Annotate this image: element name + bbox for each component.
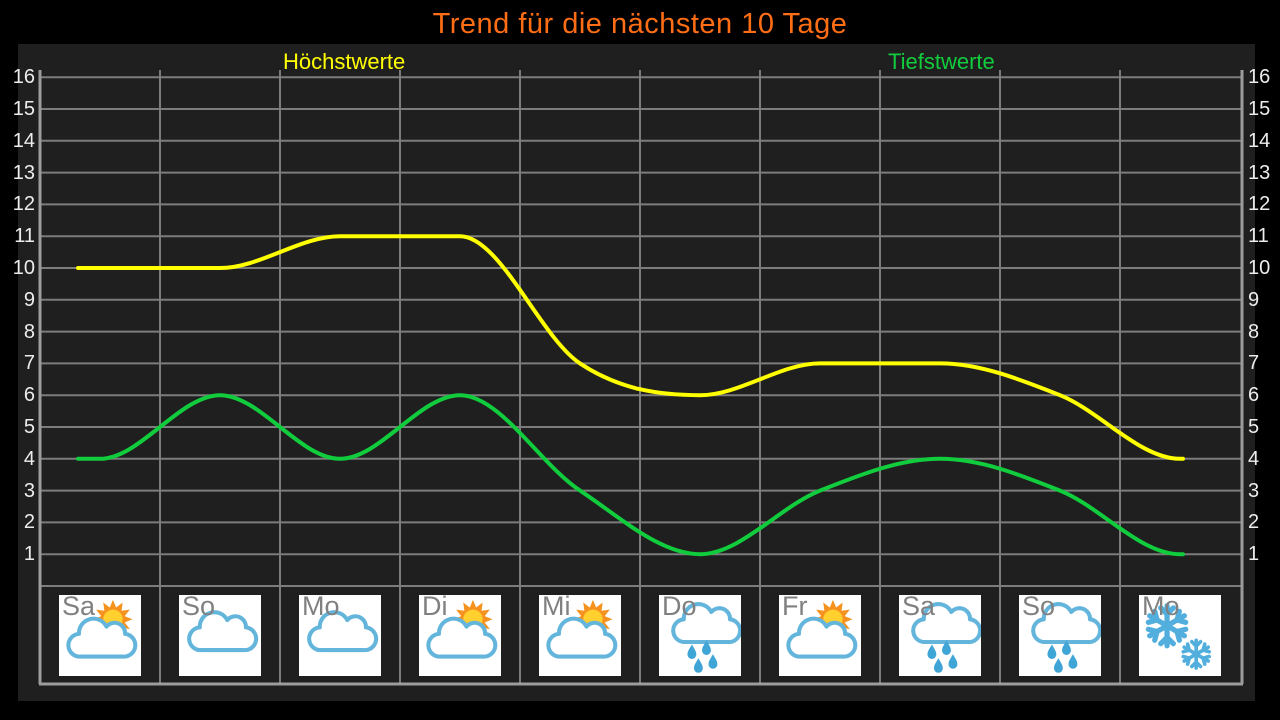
y-tick-left-9: 9 — [23, 288, 35, 311]
y-tick-right-9: 9 — [1248, 288, 1260, 311]
y-tick-left-3: 3 — [23, 479, 35, 502]
y-tick-right-1: 1 — [1248, 543, 1260, 566]
day-label: Mo — [302, 591, 340, 621]
y-tick-left-15: 15 — [12, 98, 35, 120]
day-label: Do — [662, 591, 697, 621]
day-cell-4[interactable]: Mi — [539, 591, 621, 676]
cloud-icon — [299, 595, 381, 676]
snow-icon — [1139, 595, 1221, 676]
rain-icon — [659, 595, 741, 676]
y-tick-left-8: 8 — [23, 320, 35, 343]
y-tick-right-11: 11 — [1248, 225, 1269, 248]
day-label: Di — [422, 591, 448, 621]
y-tick-right-6: 6 — [1248, 384, 1260, 407]
y-tick-left-14: 14 — [12, 129, 35, 152]
day-cell-6[interactable]: Fr — [779, 591, 861, 676]
day-label: Fr — [782, 591, 808, 621]
y-tick-right-7: 7 — [1248, 352, 1260, 375]
hoechstwerte-curve — [76, 234, 1185, 461]
y-tick-left-6: 6 — [23, 384, 35, 407]
day-label: Mi — [542, 591, 571, 621]
y-tick-right-12: 12 — [1248, 193, 1271, 216]
y-tick-left-12: 12 — [12, 193, 35, 216]
y-tick-left-4: 4 — [23, 447, 35, 470]
y-tick-left-1: 1 — [23, 543, 35, 566]
day-label: Mo — [1142, 591, 1180, 621]
y-tick-right-3: 3 — [1248, 479, 1260, 502]
y-tick-right-5: 5 — [1248, 416, 1260, 438]
day-cell-9[interactable]: Mo — [1139, 591, 1221, 676]
y-tick-right-14: 14 — [1248, 129, 1271, 152]
cloud-icon — [179, 595, 261, 676]
chart-panel — [18, 44, 1255, 701]
y-tick-left-5: 5 — [23, 416, 35, 438]
sun-behind-cloud-icon — [779, 595, 861, 676]
sun-behind-cloud-icon — [539, 595, 621, 676]
day-cell-1[interactable]: So — [179, 591, 261, 676]
day-cell-7[interactable]: Sa — [899, 591, 981, 676]
y-tick-right-8: 8 — [1248, 320, 1260, 343]
day-label: So — [1022, 591, 1056, 621]
y-tick-left-16: 16 — [12, 66, 35, 89]
y-tick-right-15: 15 — [1248, 98, 1271, 120]
y-tick-left-10: 10 — [12, 257, 35, 279]
day-cell-3[interactable]: Di — [419, 591, 501, 676]
day-cell-5[interactable]: Do — [659, 591, 741, 676]
rain-icon — [899, 595, 981, 676]
day-label: So — [182, 591, 216, 621]
y-tick-right-4: 4 — [1248, 447, 1260, 470]
y-tick-left-11: 11 — [14, 225, 35, 248]
legend-high-label: Höchstwerte — [283, 49, 406, 74]
page-title: Trend für die nächsten 10 Tage — [432, 8, 848, 40]
tiefstwerte-curve — [76, 393, 1185, 557]
y-tick-right-2: 2 — [1248, 511, 1260, 534]
y-tick-left-2: 2 — [23, 511, 35, 534]
gridlines — [40, 70, 1242, 684]
y-tick-right-10: 10 — [1248, 257, 1271, 279]
y-tick-left-13: 13 — [12, 161, 35, 184]
day-cell-8[interactable]: So — [1019, 591, 1101, 676]
day-label: Sa — [62, 591, 96, 621]
day-cell-0[interactable]: Sa — [59, 591, 141, 676]
y-tick-right-16: 16 — [1248, 66, 1271, 89]
y-tick-left-7: 7 — [23, 352, 35, 375]
y-tick-right-13: 13 — [1248, 161, 1271, 184]
sun-behind-cloud-icon — [59, 595, 141, 676]
plot-frame — [38, 70, 1244, 686]
rain-icon — [1019, 595, 1101, 676]
sun-behind-cloud-icon — [419, 595, 501, 676]
day-label: Sa — [902, 591, 936, 621]
day-cell-2[interactable]: Mo — [299, 591, 381, 676]
legend-low-label: Tiefstwerte — [888, 49, 995, 74]
